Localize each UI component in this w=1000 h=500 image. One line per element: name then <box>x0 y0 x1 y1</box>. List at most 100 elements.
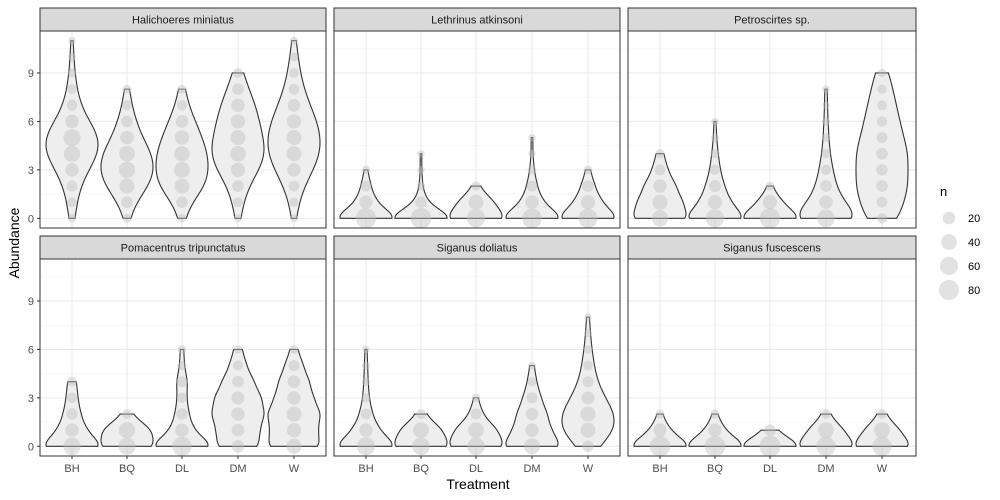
count-point <box>654 164 666 176</box>
count-point <box>122 409 132 419</box>
y-tick-label: 9 <box>28 68 34 80</box>
x-tick-label: BQ <box>119 463 135 475</box>
count-point <box>230 114 246 129</box>
count-point <box>288 180 300 192</box>
count-point <box>468 194 484 210</box>
violin-dm <box>211 72 265 219</box>
count-point <box>118 161 136 179</box>
count-point <box>177 213 187 223</box>
count-point <box>526 392 538 404</box>
count-point <box>416 181 426 191</box>
count-point <box>230 130 246 146</box>
count-point <box>822 101 830 109</box>
count-point <box>66 99 78 111</box>
x-tick-label: DM <box>523 463 540 475</box>
count-point <box>583 360 593 371</box>
count-point <box>709 164 721 176</box>
violin-bq <box>394 413 448 447</box>
count-point <box>120 130 134 145</box>
count-point <box>528 133 536 142</box>
y-tick-label: 6 <box>28 116 34 128</box>
count-point <box>417 150 425 158</box>
count-point <box>288 83 300 95</box>
violin-bh <box>45 381 99 447</box>
count-point <box>821 149 831 159</box>
facet-title: Petroscirtes sp. <box>734 15 810 27</box>
count-point <box>233 197 243 208</box>
count-point <box>287 375 301 389</box>
count-point <box>287 98 301 112</box>
legend-symbol <box>938 279 960 301</box>
legend-symbol <box>942 211 956 225</box>
count-point <box>877 409 887 419</box>
count-point <box>289 345 299 354</box>
count-point <box>172 436 192 456</box>
count-point <box>361 377 371 386</box>
count-point <box>230 162 246 178</box>
count-point <box>230 145 246 162</box>
count-point <box>119 145 135 162</box>
x-tick-label: W <box>583 463 594 475</box>
count-point <box>704 435 726 457</box>
count-point <box>122 100 132 111</box>
facet-panel: Pomacentrus tripunctatus 0 3 6 9 BH BQ DL DM W <box>28 235 327 475</box>
x-tick-label: BH <box>64 463 79 475</box>
count-point <box>68 52 76 61</box>
count-point <box>415 196 427 208</box>
count-point <box>578 208 598 228</box>
count-point <box>122 213 132 223</box>
count-point <box>816 436 836 456</box>
count-point <box>876 180 888 192</box>
panel-border <box>627 258 917 457</box>
count-point <box>176 376 188 388</box>
facet-panel: Siganus fuscescens BH BQ DL DM W <box>627 235 917 475</box>
x-axis-title: Treatment <box>446 476 509 492</box>
count-point <box>232 375 244 388</box>
legend-key <box>938 231 960 253</box>
x-tick-label: BH <box>358 463 373 475</box>
count-point <box>231 440 245 453</box>
count-point <box>759 208 781 229</box>
count-point <box>708 179 722 193</box>
count-point <box>759 435 781 457</box>
count-point <box>231 407 245 421</box>
x-tick-label: W <box>877 463 888 475</box>
violin-dl <box>449 397 503 447</box>
facet-panel: Petroscirtes sp. <box>627 7 917 229</box>
count-point <box>118 421 136 439</box>
count-point <box>286 406 302 422</box>
count-point <box>466 209 486 228</box>
count-point <box>470 408 482 420</box>
violin-w <box>561 169 615 219</box>
x-tick-label: DM <box>229 463 246 475</box>
count-point <box>360 408 372 420</box>
count-point <box>876 147 888 160</box>
violin-w <box>561 316 615 447</box>
violin-bq <box>688 413 742 447</box>
violin-bh <box>45 40 99 219</box>
count-point <box>580 406 596 422</box>
count-point <box>231 98 245 113</box>
count-point <box>765 181 775 191</box>
y-tick-label: 6 <box>28 344 34 356</box>
violin-bh <box>339 169 393 219</box>
count-point <box>649 435 671 457</box>
count-point <box>66 392 78 404</box>
count-point <box>289 68 299 78</box>
count-point <box>822 117 830 126</box>
legend-title: n <box>940 184 947 199</box>
count-point <box>63 437 81 456</box>
violin-bh <box>339 348 393 447</box>
count-point <box>582 376 594 388</box>
violin-dm <box>799 88 853 219</box>
count-point <box>286 146 302 162</box>
violin-bh <box>633 153 687 219</box>
count-point <box>527 165 537 175</box>
count-point <box>233 345 243 354</box>
x-tick-label: BH <box>652 463 667 475</box>
count-point <box>820 180 832 192</box>
count-point <box>67 197 77 208</box>
count-point <box>233 68 243 78</box>
count-point <box>584 329 592 338</box>
count-point <box>471 181 481 191</box>
